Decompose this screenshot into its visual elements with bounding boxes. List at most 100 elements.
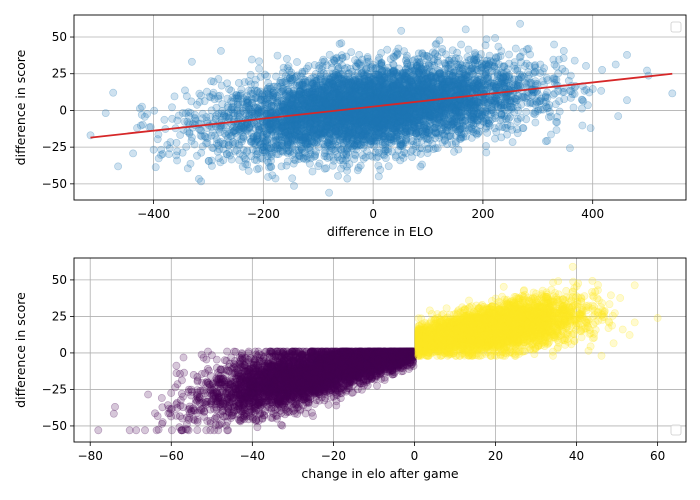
data-point: [312, 119, 321, 127]
data-point: [340, 147, 349, 156]
data-point: [376, 92, 385, 100]
data-point: [400, 109, 408, 117]
data-point: [392, 84, 401, 93]
data-point: [302, 119, 311, 128]
data-point: [415, 83, 424, 92]
data-point: [352, 132, 361, 141]
data-point: [395, 83, 404, 91]
data-point: [289, 100, 298, 108]
data-point: [150, 106, 159, 115]
data-point: [172, 138, 181, 147]
data-point: [332, 111, 341, 120]
data-point: [209, 88, 218, 97]
data-point: [324, 91, 333, 100]
data-point: [522, 108, 531, 116]
data-point: [431, 124, 440, 132]
data-point: [471, 75, 479, 83]
data-point: [367, 126, 376, 135]
data-point: [351, 130, 360, 139]
data-point: [374, 109, 382, 118]
data-point: [369, 107, 378, 116]
data-point: [406, 77, 415, 86]
data-point: [449, 77, 458, 86]
data-point: [349, 95, 358, 104]
data-point: [348, 131, 356, 140]
data-point: [392, 92, 401, 101]
data-point: [230, 94, 239, 103]
data-point: [505, 71, 513, 79]
data-point: [360, 114, 369, 123]
data-point: [325, 188, 333, 197]
data-point: [397, 92, 406, 101]
data-point: [369, 78, 378, 87]
data-point: [489, 80, 498, 89]
data-point: [302, 136, 311, 145]
data-point: [348, 136, 357, 145]
data-point: [315, 131, 324, 140]
data-point: [342, 84, 351, 93]
data-point: [396, 140, 405, 149]
data-point: [461, 101, 470, 109]
data-point: [251, 94, 259, 102]
data-point: [598, 66, 606, 74]
data-point: [355, 115, 364, 124]
data-point: [307, 74, 315, 83]
data-point: [510, 97, 519, 105]
data-point: [360, 85, 369, 94]
data-point: [396, 106, 404, 114]
data-point: [306, 119, 315, 128]
data-point: [335, 40, 344, 48]
data-point: [491, 34, 499, 42]
data-point: [335, 92, 344, 100]
data-point: [511, 65, 520, 74]
data-point: [393, 50, 402, 59]
data-point: [312, 130, 321, 139]
data-point: [355, 117, 364, 126]
data-point: [362, 127, 371, 136]
data-point: [328, 137, 337, 146]
data-point: [503, 97, 511, 106]
data-point: [260, 148, 269, 157]
data-point: [311, 99, 320, 107]
data-point: [555, 97, 563, 105]
data-point: [295, 81, 304, 90]
data-point: [458, 67, 467, 76]
data-point: [327, 81, 336, 90]
data-point: [394, 118, 403, 126]
data-point: [491, 134, 499, 143]
data-point: [320, 57, 329, 66]
data-point: [508, 138, 517, 146]
data-point: [408, 145, 417, 154]
data-point: [452, 117, 461, 126]
data-point: [301, 130, 310, 139]
data-point: [343, 63, 351, 72]
data-point: [256, 140, 265, 149]
data-point: [222, 149, 231, 158]
data-point: [305, 122, 314, 131]
data-point: [387, 80, 396, 89]
data-point: [442, 77, 451, 86]
data-point: [267, 156, 275, 165]
data-point: [350, 85, 359, 94]
data-point: [293, 102, 302, 111]
data-point: [371, 109, 380, 118]
data-point: [378, 73, 387, 81]
data-point: [248, 145, 257, 154]
data-point: [184, 108, 193, 116]
data-point: [364, 57, 373, 66]
data-point: [306, 123, 315, 132]
data-point: [381, 154, 390, 162]
data-point: [401, 105, 410, 114]
data-point: [355, 119, 364, 128]
data-point: [416, 102, 425, 111]
data-point: [337, 82, 346, 91]
data-point: [357, 131, 365, 140]
data-point: [335, 88, 344, 97]
data-point: [394, 106, 403, 114]
data-point: [380, 94, 389, 103]
data-point: [360, 92, 369, 100]
data-point: [363, 69, 372, 78]
data-point: [393, 107, 402, 115]
data-point: [455, 82, 464, 90]
data-point: [454, 54, 463, 63]
